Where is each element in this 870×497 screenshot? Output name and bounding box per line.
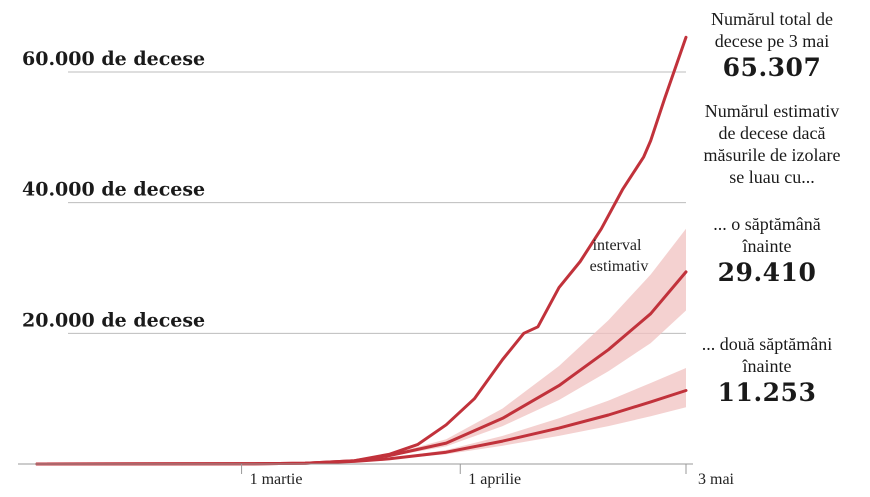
week-text: ... o săptămână înainte: [713, 214, 821, 256]
two-weeks-value: 11.253: [717, 378, 817, 407]
total-value: 65.307: [722, 53, 822, 82]
band-label: interval estimativ: [590, 237, 649, 275]
confidence-band: [354, 368, 686, 462]
estimate-annotation: Numărul estimativ de decese dacă măsuril…: [692, 100, 852, 188]
x-tick-label: 3 mai: [698, 471, 735, 488]
two-weeks-annotation: ... două săptămâni înainte 11.253: [692, 333, 842, 409]
gridlines: 20.000 de decese 40.000 de decese 60.000 d…: [22, 48, 686, 334]
series-line: [35, 389, 688, 466]
x-axis: 1 martie 1 aprilie 3 mai: [18, 463, 735, 488]
confidence-bands: [354, 228, 686, 462]
confidence-band: [354, 228, 686, 461]
total-text: Numărul total de decese pe 3 mai: [711, 9, 833, 51]
band-label-line-1: interval: [593, 237, 642, 254]
band-label-line-2: estimativ: [590, 258, 649, 275]
week-annotation: ... o săptămână înainte 29.410: [692, 213, 842, 289]
x-tick-label: 1 aprilie: [468, 471, 521, 488]
x-tick-label: 1 martie: [250, 471, 303, 488]
week-value: 29.410: [717, 258, 817, 287]
series-lines: [35, 35, 688, 466]
y-tick-label: 20.000 de decese: [22, 309, 205, 331]
series-line: [35, 35, 688, 466]
estimate-text: Numărul estimativ de decese dacă măsuril…: [703, 101, 841, 187]
y-tick-label: 60.000 de decese: [22, 48, 205, 70]
two-weeks-text: ... două săptămâni înainte: [701, 334, 833, 376]
total-annotation: Numărul total de decese pe 3 mai 65.307: [692, 8, 852, 84]
y-tick-label: 40.000 de decese: [22, 179, 205, 201]
